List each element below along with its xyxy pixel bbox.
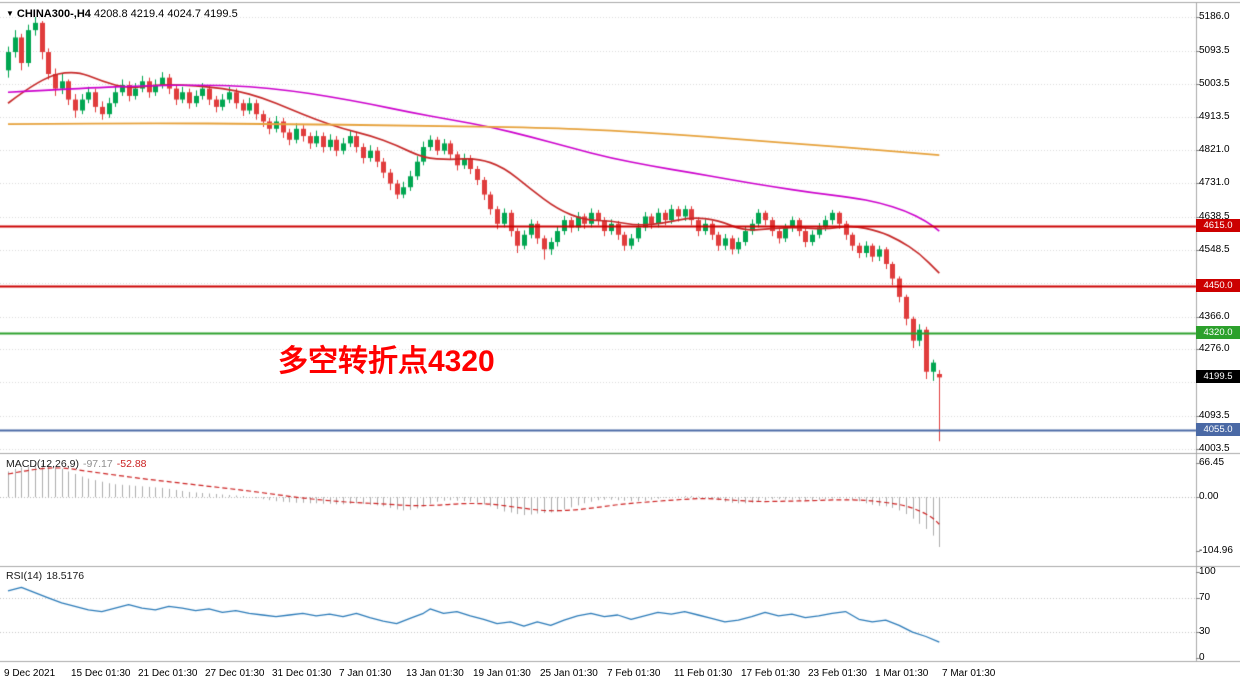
ohlc-values: 4208.8 4219.4 4024.7 4199.5 <box>93 8 238 20</box>
time-axis-label: 21 Dec 01:30 <box>138 668 198 679</box>
time-axis-label: 1 Mar 01:30 <box>875 668 929 679</box>
macd-axis-label: 66.45 <box>1199 457 1225 468</box>
time-axis-label: 7 Feb 01:30 <box>607 668 661 679</box>
time-axis[interactable]: 9 Dec 2021 15 Dec 01:30 21 Dec 01:30 27 Dec… <box>0 661 1196 692</box>
time-axis-label: 25 Jan 01:30 <box>540 668 598 679</box>
rsi-axis-label: 70 <box>1199 592 1211 603</box>
current-price-badge: 4199.5 <box>1196 370 1240 383</box>
symbol-ohlc-header: ▼ CHINA300-,H4 4208.8 4219.4 4024.7 4199.… <box>6 8 238 20</box>
rsi-axis-label: 30 <box>1199 626 1211 637</box>
time-axis-label: 15 Dec 01:30 <box>71 668 131 679</box>
time-axis-label: 7 Jan 01:30 <box>339 668 392 679</box>
rsi-axis-label: 0 <box>1199 652 1205 663</box>
macd-main-value: -97.17 <box>82 458 113 470</box>
price-line-badge: 4055.0 <box>1196 423 1240 436</box>
time-axis-label: 23 Feb 01:30 <box>808 668 867 679</box>
price-axis-label: 4366.0 <box>1199 311 1230 322</box>
macd-axis-label: 0.00 <box>1199 491 1219 502</box>
macd-axis-label: -104.96 <box>1199 545 1233 556</box>
time-axis-label: 17 Feb 01:30 <box>741 668 800 679</box>
symbol-timeframe-label: CHINA300-,H4 <box>16 8 91 20</box>
time-axis-label: 11 Feb 01:30 <box>674 668 733 679</box>
price-axis-label: 5093.5 <box>1199 45 1230 56</box>
price-axis-label: 5003.5 <box>1199 78 1230 89</box>
price-axis-label: 4731.0 <box>1199 177 1230 188</box>
time-axis-label: 27 Dec 01:30 <box>205 668 265 679</box>
price-line-badge: 4320.0 <box>1196 326 1240 339</box>
time-axis-label: 31 Dec 01:30 <box>272 668 332 679</box>
macd-indicator-label: MACD(12,26,9) -97.17 -52.88 <box>6 458 147 470</box>
time-axis-label: 7 Mar 01:30 <box>942 668 996 679</box>
price-axis-label: 4913.5 <box>1199 111 1230 122</box>
price-axis-label: 5186.0 <box>1199 11 1230 22</box>
rsi-value: 18.5176 <box>46 570 85 582</box>
time-axis-label: 9 Dec 2021 <box>4 668 56 679</box>
rsi-name: RSI(14) <box>6 570 43 582</box>
rsi-axis-label: 100 <box>1199 566 1216 577</box>
chart-expander-icon[interactable]: ▼ <box>6 9 14 18</box>
price-axis[interactable]: 5186.0 5093.5 5003.5 4913.5 4821.0 4731.0 4638… <box>1196 0 1240 661</box>
macd-name: MACD(12,26,9) <box>6 458 79 470</box>
price-axis-label: 4638.5 <box>1199 211 1230 222</box>
chart-annotation-text[interactable]: 多空转折点4320 <box>278 345 495 378</box>
price-axis-label: 4093.5 <box>1199 410 1230 421</box>
price-axis-label: 4821.0 <box>1199 144 1230 155</box>
time-axis-label: 13 Jan 01:30 <box>406 668 464 679</box>
price-axis-label: 4003.5 <box>1199 443 1230 454</box>
price-axis-label: 4276.0 <box>1199 343 1230 354</box>
rsi-indicator-label: RSI(14) 18.5176 <box>6 570 84 582</box>
time-axis-label: 19 Jan 01:30 <box>473 668 531 679</box>
macd-signal-value: -52.88 <box>116 458 147 470</box>
price-axis-label: 4548.5 <box>1199 244 1230 255</box>
price-line-badge: 4615.0 <box>1196 219 1240 232</box>
price-line-badge: 4450.0 <box>1196 279 1240 292</box>
